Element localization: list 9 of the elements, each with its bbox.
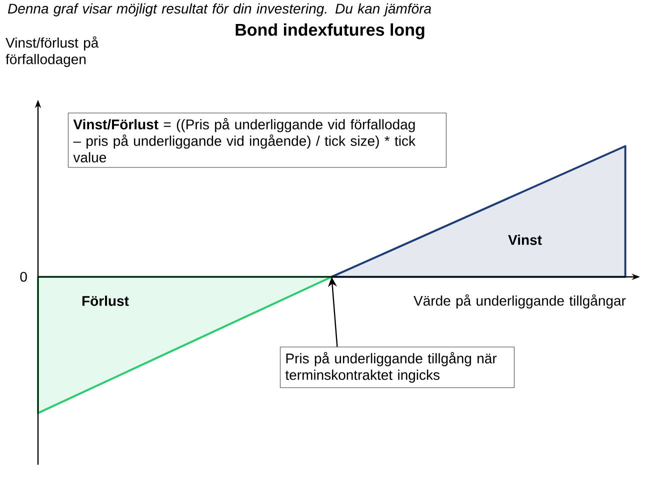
text: 0 (20, 272, 27, 282)
annotation: Pris på underliggande tillgång när terminskontraktet ingicks (285, 352, 497, 383)
annotation: Vinst (508, 234, 542, 246)
annotation: Vinst/Förlust = ((Pris på underliggande vid förfallodag – pris på underliggande vid ingående) / tick size) * tick value (73, 118, 416, 163)
chart-title: Bond indexfutures long (236, 23, 424, 40)
text: Denna graf visar möjligt resultat för din investering. Du kan jämföra (8, 3, 432, 16)
x-axis-title: Värde på underliggande tillgångar (414, 294, 626, 309)
annotation: Förlust (82, 296, 129, 306)
text: Vinst/förlust på förfallodagen (6, 36, 99, 68)
